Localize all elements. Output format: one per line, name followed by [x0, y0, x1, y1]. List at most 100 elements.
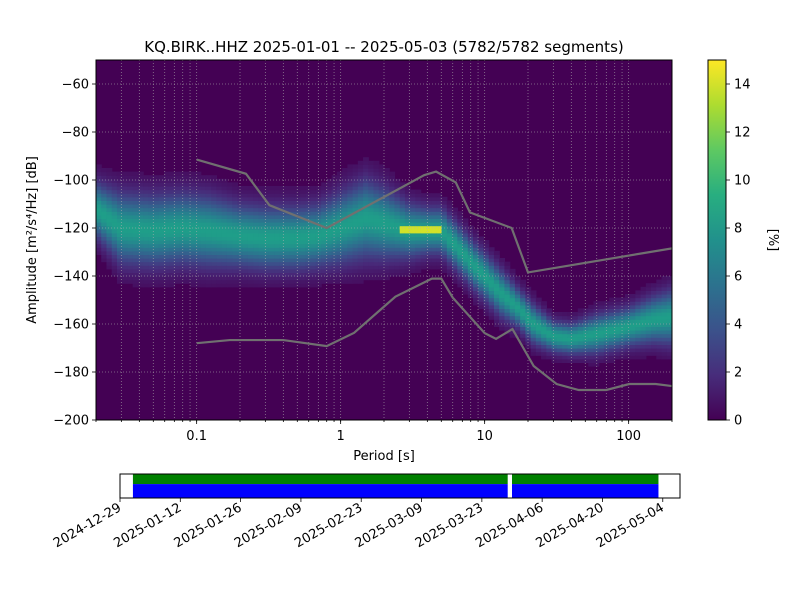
heatmap-cell — [556, 358, 563, 363]
heatmap-cell — [111, 232, 118, 237]
heatmap-cell — [101, 258, 108, 263]
heatmap-cell — [242, 268, 249, 273]
heatmap-cell — [546, 348, 553, 353]
heatmap-cell — [137, 204, 144, 209]
heatmap-cell — [336, 240, 343, 245]
heatmap-cell — [258, 222, 265, 227]
heatmap-cell — [274, 261, 280, 266]
heatmap-cell — [415, 261, 422, 266]
heatmap-cell — [441, 222, 448, 227]
heatmap-cell — [195, 214, 202, 219]
heatmap-cell — [504, 294, 511, 299]
heatmap-cell — [441, 240, 448, 245]
heatmap-cell — [588, 308, 595, 313]
heatmap-cell — [535, 322, 542, 327]
heatmap-cell — [551, 344, 558, 349]
heatmap-cell — [420, 232, 427, 237]
heatmap-cell — [389, 240, 396, 245]
heatmap-cell — [394, 225, 401, 230]
heatmap-cell — [321, 258, 327, 263]
heatmap-cell — [630, 308, 636, 313]
heatmap-cell — [609, 333, 615, 338]
heatmap-cell — [394, 214, 401, 219]
heatmap-cell — [205, 182, 212, 187]
heatmap-cell — [169, 247, 176, 252]
heatmap-cell — [520, 326, 526, 331]
heatmap-cell — [546, 344, 553, 349]
heatmap-cell — [425, 211, 432, 216]
heatmap-cell — [572, 358, 579, 363]
heatmap-cell — [137, 189, 144, 194]
heatmap-cell — [268, 218, 275, 223]
heatmap-cell — [415, 265, 422, 270]
heatmap-cell — [185, 258, 191, 263]
heatmap-cell — [462, 290, 469, 295]
heatmap-cell — [541, 322, 547, 327]
heatmap-cell — [185, 279, 191, 284]
heatmap-cell — [137, 276, 144, 281]
heatmap-cell — [525, 315, 532, 320]
heatmap-cell — [169, 258, 176, 263]
heatmap-cell — [457, 218, 464, 223]
heatmap-cell — [253, 247, 259, 252]
heatmap-cell — [226, 214, 233, 219]
heatmap-cell — [342, 276, 348, 281]
heatmap-cell — [226, 254, 233, 259]
heatmap-cell — [310, 247, 317, 252]
heatmap-cell — [200, 272, 207, 277]
heatmap-cell — [122, 279, 129, 284]
heatmap-cell — [363, 171, 369, 176]
heatmap-cell — [436, 243, 443, 248]
heatmap-cell — [237, 207, 244, 212]
heatmap-cell — [326, 261, 333, 266]
heatmap-cell — [279, 283, 286, 288]
heatmap-cell — [268, 272, 275, 277]
heatmap-cell — [452, 229, 458, 234]
colorbar-tick-label: 12 — [734, 126, 751, 141]
heatmap-cell — [289, 189, 296, 194]
heatmap-cell — [216, 250, 223, 255]
heatmap-cell — [300, 232, 307, 237]
heatmap-cell — [169, 225, 176, 230]
heatmap-cell — [247, 229, 254, 234]
heatmap-cell — [268, 247, 275, 252]
heatmap-cell — [101, 193, 108, 198]
heatmap-cell — [200, 193, 207, 198]
heatmap-cell — [363, 168, 369, 173]
heatmap-cell — [420, 207, 427, 212]
heatmap-cell — [179, 225, 186, 230]
heatmap-cell — [342, 254, 348, 259]
heatmap-cell — [352, 261, 359, 266]
heatmap-cell — [363, 268, 369, 273]
heatmap-cell — [116, 193, 123, 198]
heatmap-cell — [148, 204, 155, 209]
heatmap-cell — [195, 204, 202, 209]
heatmap-cell — [336, 272, 343, 277]
heatmap-cell — [363, 200, 369, 205]
heatmap-cell — [268, 240, 275, 245]
heatmap-cell — [530, 304, 537, 309]
heatmap-cell — [221, 272, 228, 277]
heatmap-cell — [530, 290, 537, 295]
heatmap-cell — [164, 196, 170, 201]
coverage-data-bar — [512, 484, 659, 498]
heatmap-cell — [274, 214, 280, 219]
heatmap-cell — [310, 196, 317, 201]
heatmap-cell — [331, 175, 338, 180]
heatmap-cell — [205, 196, 212, 201]
heatmap-cell — [263, 214, 270, 219]
heatmap-cell — [384, 211, 390, 216]
heatmap-cell — [143, 200, 149, 205]
heatmap-cell — [363, 265, 369, 270]
heatmap-cell — [127, 218, 134, 223]
heatmap-cell — [462, 265, 469, 270]
heatmap-cell — [111, 189, 118, 194]
heatmap-cell — [190, 222, 197, 227]
heatmap-cell — [630, 340, 636, 345]
heatmap-cell — [226, 268, 233, 273]
heatmap-cell — [530, 322, 537, 327]
heatmap-cell — [205, 175, 212, 180]
heatmap-cell — [190, 200, 197, 205]
heatmap-cell — [609, 326, 615, 331]
heatmap-cell — [457, 258, 464, 263]
